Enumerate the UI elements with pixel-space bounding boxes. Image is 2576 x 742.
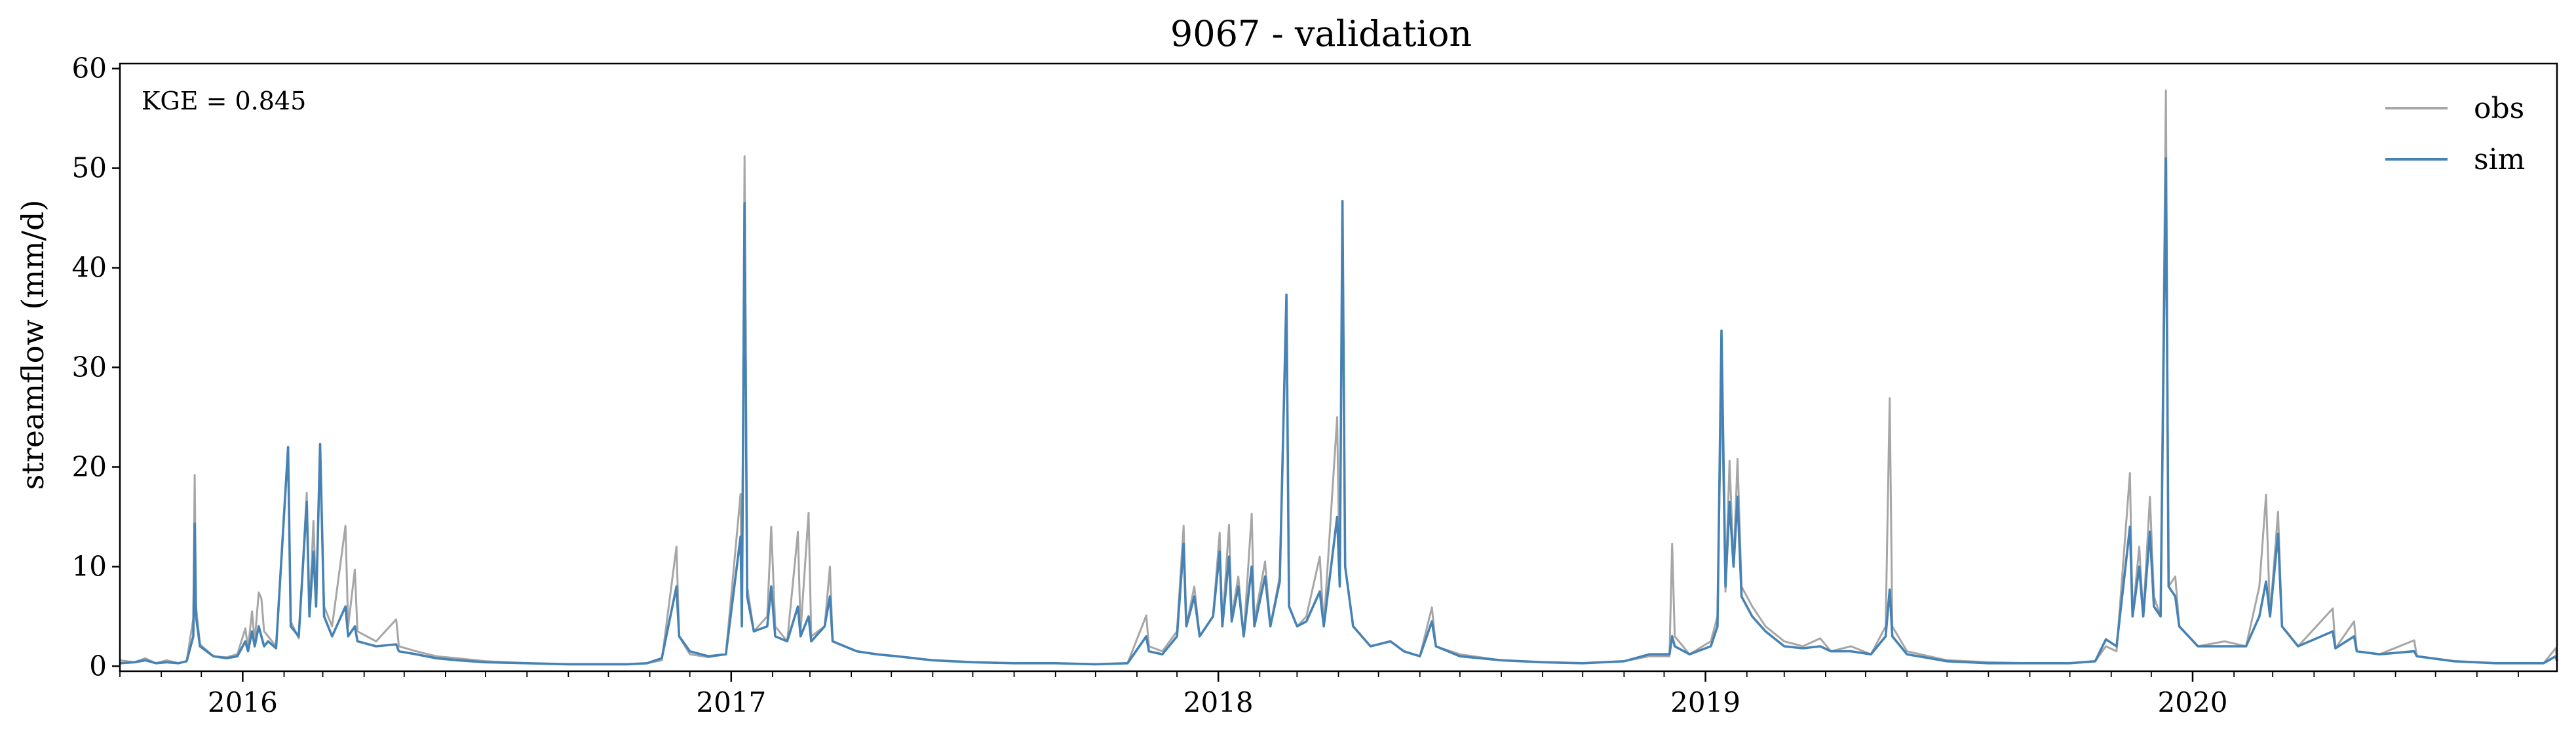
y-axis-ticks: 0 10 20 30 40 50 60	[72, 52, 120, 682]
chart-title: 9067 - validation	[1170, 13, 1472, 54]
series-layer	[119, 89, 2558, 666]
y-axis-label: streamflow (mm/d)	[15, 200, 50, 490]
y-tick-label: 20	[72, 450, 107, 482]
x-axis-ticks: 2016 2017 2018 2019 2020	[119, 671, 2519, 718]
y-tick-label: 30	[72, 351, 107, 383]
x-tick-label: 2019	[1670, 686, 1740, 718]
y-tick-label: 40	[72, 252, 107, 284]
y-tick-label: 10	[72, 550, 107, 582]
legend-sim-label: sim	[2474, 143, 2525, 176]
x-tick-label: 2017	[696, 686, 766, 718]
plot-frame	[119, 62, 2558, 673]
legend: obs sim	[2385, 92, 2525, 176]
series-line-sim	[119, 157, 2558, 666]
x-tick-label: 2016	[208, 686, 278, 718]
x-tick-label: 2018	[1183, 686, 1254, 718]
kge-annotation: KGE = 0.845	[142, 87, 306, 115]
legend-obs-label: obs	[2474, 92, 2524, 125]
x-tick-label: 2020	[2158, 686, 2228, 718]
y-tick-label: 0	[89, 650, 107, 682]
y-tick-label: 60	[72, 52, 107, 85]
y-tick-label: 50	[72, 152, 107, 184]
